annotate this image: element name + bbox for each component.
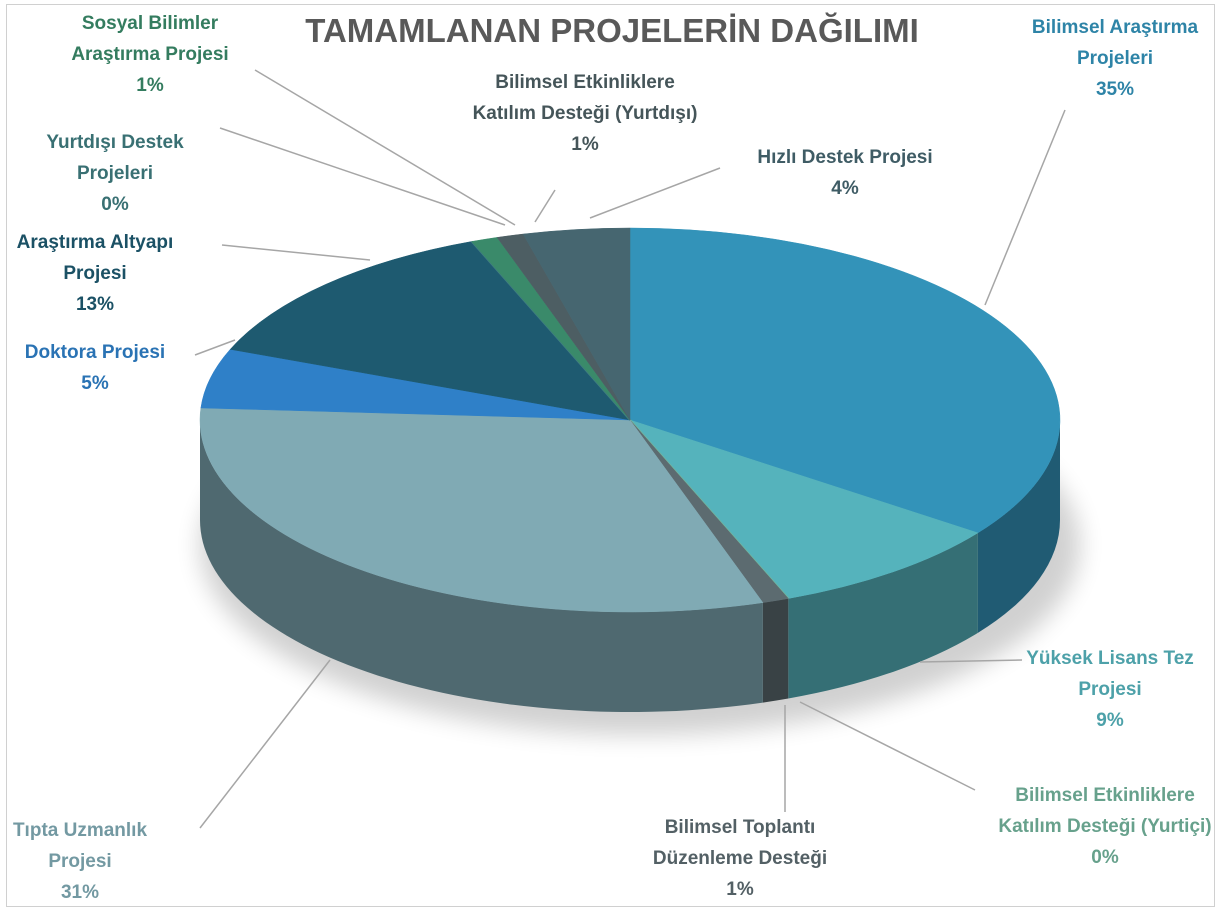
- data-label: Bilimsel Etkinliklere Katılım Desteği (Y…: [465, 67, 705, 160]
- value-label: 5%: [81, 373, 109, 394]
- slice: [522, 227, 631, 421]
- leader-line: [219, 127, 506, 226]
- data-label: Bilimsel Etkinliklere Katılım Desteği (Y…: [985, 780, 1223, 873]
- leader-line: [194, 339, 236, 356]
- data-label: Yurtdışı Destek Projeleri 0%: [25, 127, 205, 220]
- slice: [229, 241, 631, 421]
- category-label: Doktora Projesi: [24, 342, 166, 363]
- data-label: Araştırma Altyapı Projesi 13%: [0, 227, 195, 320]
- leader-line: [799, 701, 976, 791]
- data-label: Hızlı Destek Projesi 4%: [730, 142, 960, 204]
- value-label: 1%: [136, 75, 164, 96]
- value-label: 31%: [60, 882, 100, 903]
- category-label: Yüksek Lisans Tez Projesi: [1026, 648, 1194, 700]
- category-label: Araştırma Altyapı Projesi: [16, 232, 174, 284]
- slice: [199, 407, 764, 613]
- category-label: Bilimsel Toplantı Düzenleme Desteği: [652, 817, 828, 869]
- value-label: 35%: [1095, 79, 1135, 100]
- data-label: Bilimsel Toplantı Düzenleme Desteği 1%: [635, 812, 845, 905]
- data-label: Tıpta Uzmanlık Projesi 31%: [0, 815, 165, 908]
- value-label: 13%: [75, 294, 115, 315]
- leader-line: [919, 659, 1023, 663]
- value-label: 1%: [726, 879, 754, 900]
- category-label: Bilimsel Etkinliklere Katılım Desteği (Y…: [472, 72, 698, 124]
- slice-side: [977, 420, 1060, 633]
- slice-side: [762, 598, 789, 703]
- value-label: 0%: [101, 194, 129, 215]
- category-label: Bilimsel Araştırma Projeleri: [1031, 17, 1199, 69]
- leader-line: [984, 109, 1066, 306]
- leader-line: [221, 244, 371, 261]
- data-label: Doktora Projesi 5%: [5, 337, 185, 399]
- value-label: 1%: [571, 134, 599, 155]
- category-label: Yurtdışı Destek Projeleri: [46, 132, 184, 184]
- slice: [629, 227, 1061, 534]
- value-label: 0%: [1091, 847, 1119, 868]
- slice-side: [200, 420, 763, 712]
- category-label: Hızlı Destek Projesi: [757, 147, 933, 168]
- leader-line: [254, 69, 516, 226]
- category-label: Tıpta Uzmanlık Projesi: [12, 820, 148, 872]
- category-label: Bilimsel Etkinliklere Katılım Desteği (Y…: [998, 785, 1212, 837]
- leader-line: [199, 659, 331, 829]
- data-label: Sosyal Bilimler Araştırma Projesi 1%: [45, 8, 255, 101]
- chart-title: TAMAMLANAN PROJELERİN DAĞILIMI: [305, 12, 919, 49]
- leader-line: [589, 167, 721, 219]
- leader-line: [534, 189, 556, 223]
- value-label: 9%: [1096, 710, 1124, 731]
- value-label: 4%: [831, 178, 859, 199]
- category-label: Sosyal Bilimler Araştırma Projesi: [71, 13, 229, 65]
- slice: [629, 419, 979, 599]
- slice-side: [788, 532, 978, 699]
- data-label: Bilimsel Araştırma Projeleri 35%: [1015, 12, 1215, 105]
- data-label: Yüksek Lisans Tez Projesi 9%: [1010, 643, 1210, 736]
- chart-frame: [6, 4, 1215, 907]
